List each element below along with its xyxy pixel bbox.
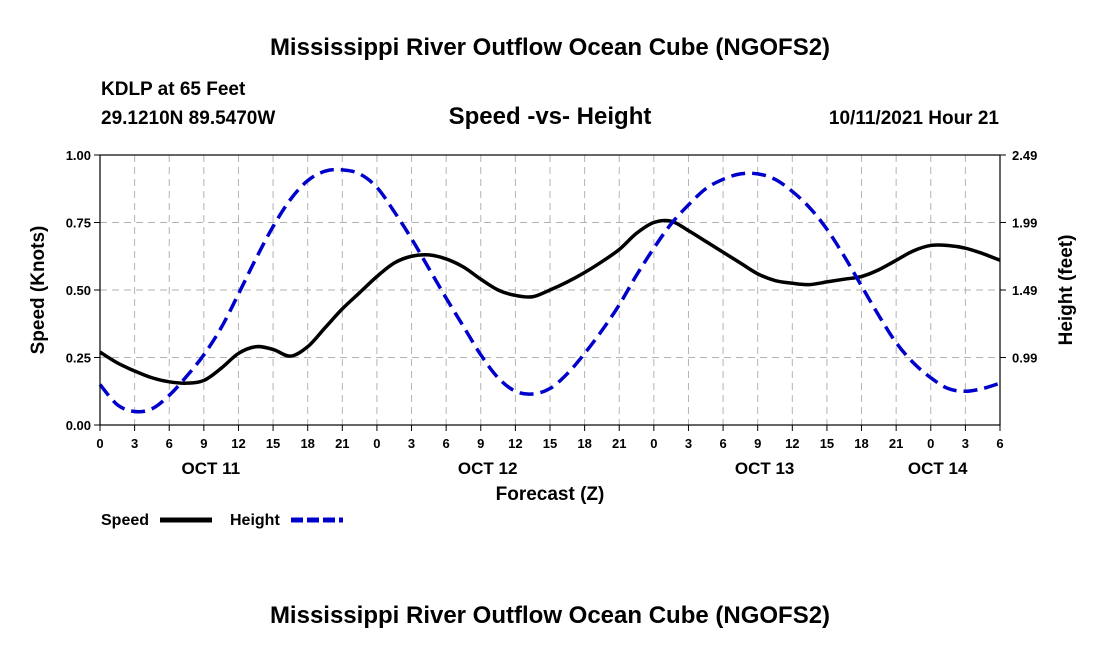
x-tick-label: 0 <box>373 436 380 451</box>
y-tick-label-right: 0.99 <box>1012 351 1037 366</box>
y-tick-label-right: 1.99 <box>1012 216 1037 231</box>
chart-subtitle: Speed -vs- Height <box>449 103 652 130</box>
x-axis-label: Forecast (Z) <box>496 484 605 505</box>
x-tick-label: 12 <box>785 436 799 451</box>
x-tick-label: 3 <box>408 436 415 451</box>
x-tick-label: 3 <box>962 436 969 451</box>
x-axis: 0 3 6 9 12 15 18 21 0 3 6 9 12 15 18 21 0 3 6 9 12 15 18 21 0 3 6O… <box>96 425 1004 478</box>
x-tick-label: 6 <box>443 436 450 451</box>
series-height-line <box>98 167 1001 414</box>
x-tick-label: 15 <box>543 436 557 451</box>
x-tick-label: 3 <box>131 436 138 451</box>
x-date-label: OCT 13 <box>735 459 795 478</box>
x-tick-label: 21 <box>335 436 349 451</box>
x-tick-label: 15 <box>266 436 280 451</box>
x-tick-label: 0 <box>650 436 657 451</box>
right-axis: 0.99 1.49 1.99 2.49 <box>1000 148 1037 366</box>
x-tick-label: 12 <box>508 436 522 451</box>
x-tick-label: 6 <box>719 436 726 451</box>
left-axis: 0.00 0.25 0.50 0.75 1.00 <box>66 148 100 433</box>
y-tick-label-left: 0.50 <box>66 283 91 298</box>
x-tick-label: 21 <box>612 436 626 451</box>
x-tick-label: 6 <box>996 436 1003 451</box>
location-label: 29.1210N 89.5470W <box>101 108 275 129</box>
x-tick-label: 9 <box>754 436 761 451</box>
x-tick-label: 21 <box>889 436 903 451</box>
x-date-label: OCT 12 <box>458 459 518 478</box>
x-tick-label: 6 <box>166 436 173 451</box>
y-tick-label-right: 2.49 <box>1012 148 1037 163</box>
legend: Speed Height <box>101 512 343 529</box>
x-tick-label: 9 <box>200 436 207 451</box>
x-tick-label: 18 <box>300 436 314 451</box>
footer-title: Mississippi River Outflow Ocean Cube (NG… <box>270 602 830 629</box>
x-date-label: OCT 11 <box>181 459 240 478</box>
x-tick-label: 0 <box>927 436 934 451</box>
y-tick-label-left: 0.25 <box>66 351 91 366</box>
y-tick-label-left: 1.00 <box>66 148 91 163</box>
y-axis-label-left: Speed (Knots) <box>28 226 49 355</box>
x-tick-label: 15 <box>820 436 834 451</box>
x-date-label: OCT 14 <box>908 459 968 478</box>
run-time-label: 10/11/2021 Hour 21 <box>829 108 999 129</box>
legend-speed-label: Speed <box>101 512 149 529</box>
station-label: KDLP at 65 Feet <box>101 79 246 100</box>
x-tick-label: 18 <box>577 436 591 451</box>
y-axis-label-right: Height (feet) <box>1056 235 1077 346</box>
x-tick-label: 0 <box>96 436 103 451</box>
x-tick-label: 18 <box>854 436 868 451</box>
series-layer <box>98 167 1001 414</box>
y-tick-label-left: 0.75 <box>66 216 91 231</box>
legend-height-label: Height <box>230 512 280 529</box>
series-speed-line <box>99 218 1001 385</box>
x-tick-label: 12 <box>231 436 245 451</box>
x-tick-label: 9 <box>477 436 484 451</box>
x-tick-label: 3 <box>685 436 692 451</box>
y-tick-label-left: 0.00 <box>66 418 91 433</box>
chart-title: Mississippi River Outflow Ocean Cube (NG… <box>270 34 830 61</box>
y-tick-label-right: 1.49 <box>1012 283 1037 298</box>
